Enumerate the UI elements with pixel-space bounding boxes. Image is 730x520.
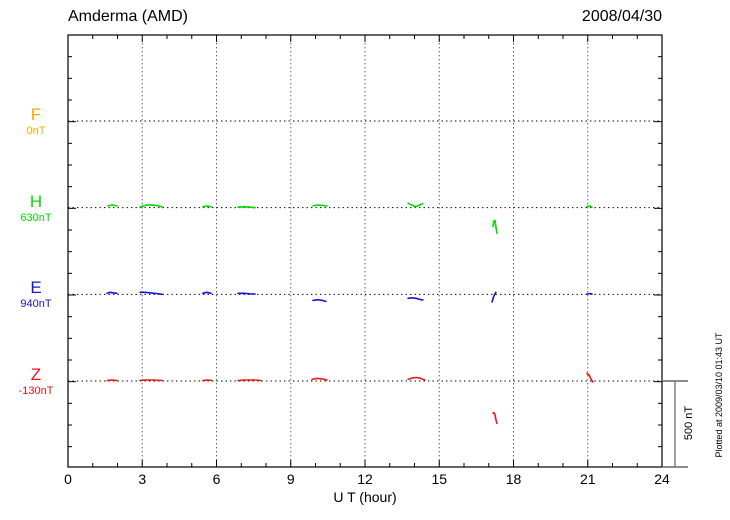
channel-baseline-value-z: -130nT (18, 385, 54, 397)
channel-letter-h: H (29, 191, 43, 211)
channel-label-f: F 0nT (14, 106, 58, 138)
channel-trace-e-5 (407, 296, 424, 301)
channel-trace-e-3 (237, 292, 256, 295)
channel-label-e: E 940nT (14, 279, 58, 311)
x-axis-title: U T (hour) (333, 489, 397, 505)
channel-trace-z-4 (311, 377, 328, 381)
channel-trace-e-2 (202, 291, 212, 295)
x-tick-label-9: 9 (286, 471, 295, 487)
channel-letter-f: F (30, 105, 42, 124)
channel-letter-e: E (30, 278, 42, 298)
channel-trace-e-4 (312, 298, 327, 303)
page-title: Amderma (AMD) (68, 8, 189, 25)
channel-label-h: H 630nT (14, 191, 58, 225)
channel-trace-z-5 (407, 376, 426, 381)
x-tick-label-18: 18 (505, 471, 522, 487)
channel-trace-e-6 (491, 291, 497, 303)
channel-trace-h-0 (107, 204, 118, 207)
channel-trace-h-3 (237, 206, 256, 209)
channel-trace-h-7 (586, 205, 593, 208)
channel-trace-h-6 (492, 219, 498, 235)
channel-trace-z-0 (106, 379, 118, 382)
channel-label-z: Z -130nT (14, 366, 58, 398)
x-tick-label-21: 21 (579, 471, 596, 487)
x-tick-label-24: 24 (654, 471, 670, 487)
x-tick-label-0: 0 (64, 471, 72, 487)
channel-trace-h-5 (407, 202, 424, 208)
channel-trace-z-2 (202, 379, 213, 382)
channel-letter-z: Z (30, 365, 42, 384)
plot-date: 2008/04/30 (581, 8, 662, 25)
channel-trace-h-1 (139, 204, 163, 208)
channel-trace-z-1 (139, 379, 163, 382)
channel-trace-z-3 (237, 379, 262, 382)
channel-trace-z-7 (586, 372, 594, 383)
channel-trace-e-7 (586, 292, 593, 295)
channel-trace-h-2 (202, 205, 212, 208)
x-tick-label-15: 15 (431, 471, 448, 487)
x-tick-label-12: 12 (357, 471, 373, 487)
channel-baseline-value-h: 630nT (20, 211, 52, 224)
channel-trace-z-6 (492, 411, 498, 425)
channel-trace-e-0 (106, 291, 118, 295)
plotted-at-note: Plotted at 2009/03/10 01:43 UT (714, 332, 724, 458)
channel-baseline-value-e: 940nT (20, 298, 52, 311)
x-tick-label-6: 6 (212, 471, 221, 487)
scale-bar-label: 500 nT (683, 405, 695, 441)
channel-trace-e-1 (139, 291, 163, 296)
x-tick-label-3: 3 (138, 471, 147, 487)
channel-baseline-value-f: 0nT (26, 125, 46, 137)
channel-trace-h-4 (312, 204, 328, 207)
